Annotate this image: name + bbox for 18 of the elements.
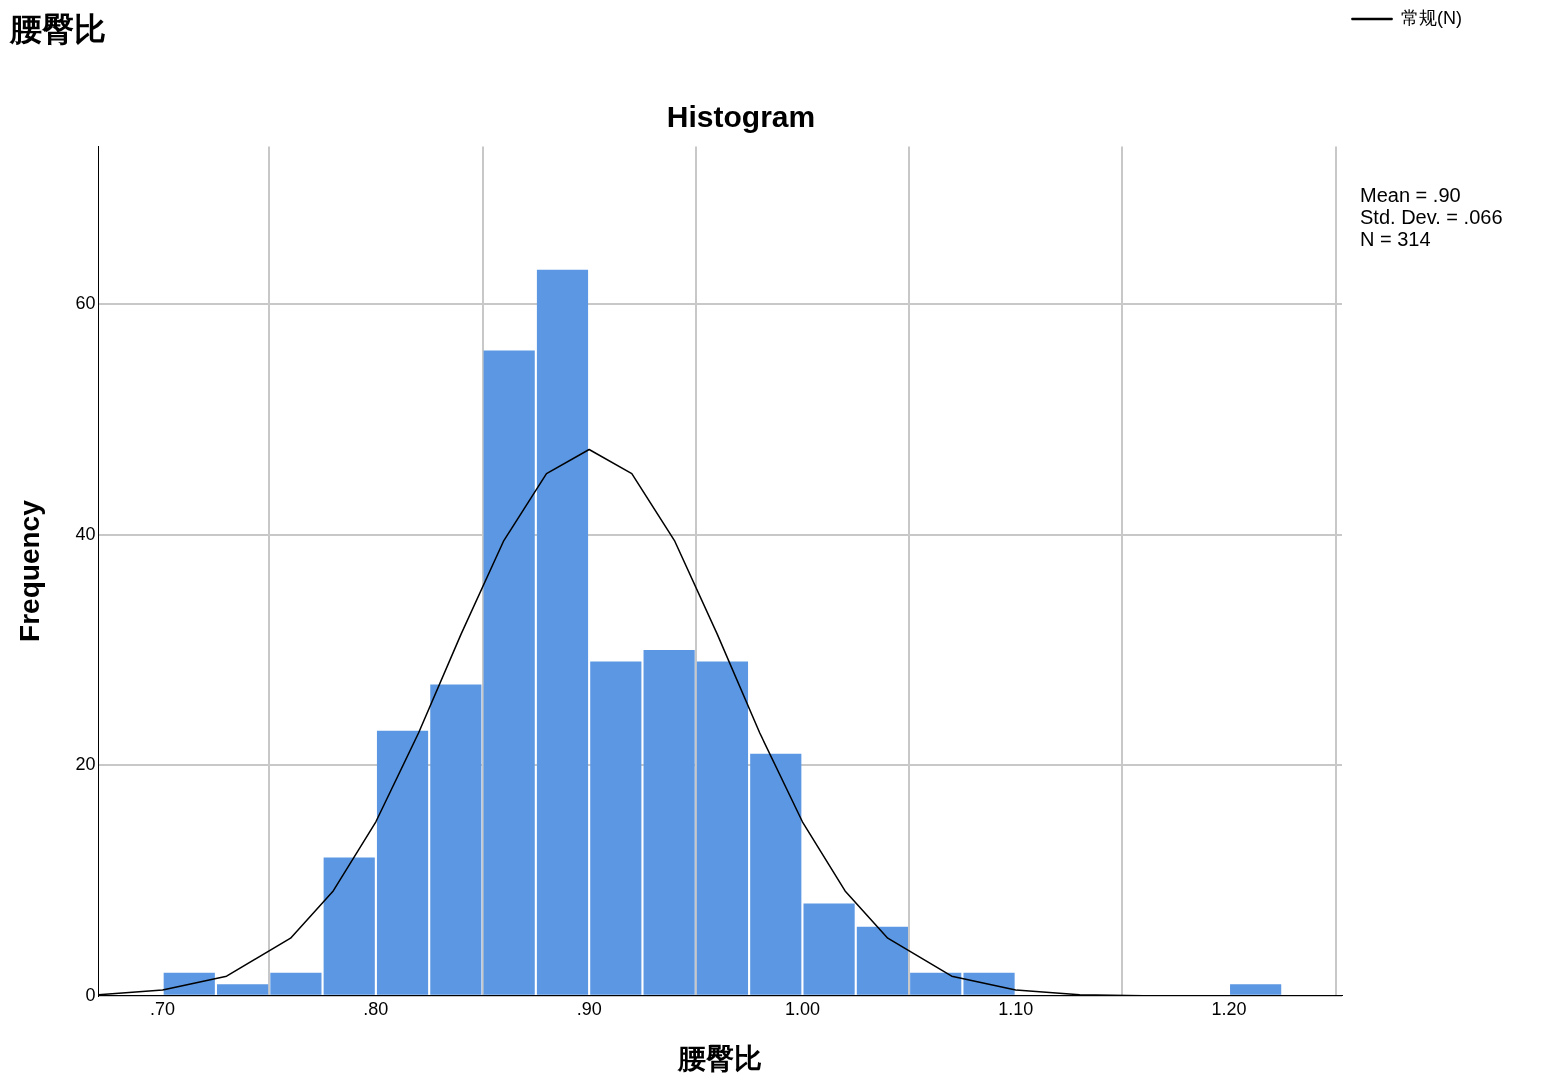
y-axis-title: Frequency [13, 499, 45, 642]
x-tick-label: 1.00 [784, 998, 820, 1019]
x-axis-title: 腰臀比 [677, 1042, 763, 1074]
text: Mean = .90 [1360, 183, 1461, 206]
y-tick-label: 40 [75, 523, 96, 544]
x-tick-label: .80 [363, 998, 389, 1019]
x-tick-label: 1.10 [998, 998, 1034, 1019]
legend-label: 常规(N) [1401, 7, 1463, 28]
y-tick-label: 0 [85, 984, 96, 1005]
y-tick-label: 20 [75, 754, 96, 775]
x-tick-label: 1.20 [1211, 998, 1247, 1019]
x-tick-label: .70 [150, 998, 176, 1019]
chart-subtitle: Histogram [666, 99, 816, 133]
x-tick-label: .90 [576, 998, 602, 1019]
chart-title: 腰臀比 [9, 11, 106, 48]
y-tick-label: 60 [75, 293, 96, 314]
text: Std. Dev. = .066 [1360, 205, 1503, 228]
text: N = 314 [1360, 227, 1431, 250]
